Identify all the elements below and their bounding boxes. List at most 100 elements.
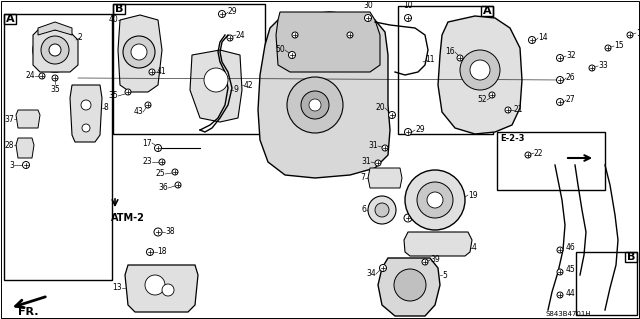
Text: 41: 41	[157, 68, 166, 77]
Text: 36: 36	[158, 183, 168, 192]
Text: 40: 40	[108, 16, 118, 25]
Circle shape	[605, 45, 611, 51]
Circle shape	[589, 65, 595, 71]
Circle shape	[154, 228, 162, 236]
Circle shape	[404, 14, 412, 21]
Circle shape	[388, 112, 396, 118]
Circle shape	[81, 100, 91, 110]
Circle shape	[417, 182, 453, 218]
Circle shape	[557, 99, 563, 106]
Text: 31: 31	[362, 158, 371, 167]
Bar	[4, 14, 16, 24]
Polygon shape	[33, 28, 78, 72]
Circle shape	[365, 14, 371, 21]
Text: 33: 33	[598, 62, 608, 70]
Text: 35: 35	[50, 85, 60, 94]
Text: FR.: FR.	[18, 307, 38, 317]
Text: 6: 6	[361, 205, 366, 214]
Text: 20: 20	[376, 103, 385, 113]
Circle shape	[375, 203, 389, 217]
Text: 10: 10	[403, 1, 413, 10]
Text: 43: 43	[133, 108, 143, 116]
Bar	[481, 6, 493, 16]
Circle shape	[557, 77, 563, 84]
Circle shape	[404, 214, 412, 222]
Circle shape	[382, 145, 388, 151]
Text: 29: 29	[228, 8, 237, 17]
Text: 34: 34	[366, 270, 376, 278]
Circle shape	[470, 60, 490, 80]
Text: 17: 17	[142, 138, 152, 147]
Circle shape	[154, 145, 161, 152]
Circle shape	[41, 36, 69, 64]
Circle shape	[49, 44, 61, 56]
Polygon shape	[378, 258, 440, 316]
Circle shape	[505, 107, 511, 113]
Circle shape	[52, 75, 58, 81]
Circle shape	[145, 102, 151, 108]
Circle shape	[175, 182, 181, 188]
Circle shape	[529, 36, 536, 43]
Circle shape	[287, 77, 343, 133]
Circle shape	[39, 73, 45, 79]
Text: 2: 2	[78, 33, 83, 42]
Text: 39: 39	[430, 256, 440, 264]
Text: 13: 13	[113, 284, 122, 293]
Polygon shape	[38, 22, 72, 35]
Bar	[113, 4, 265, 134]
Polygon shape	[258, 12, 390, 178]
Text: A: A	[6, 14, 14, 24]
Circle shape	[149, 69, 155, 75]
Polygon shape	[438, 16, 522, 134]
Text: ATM-2: ATM-2	[111, 213, 145, 223]
Text: 37: 37	[4, 115, 14, 123]
Circle shape	[460, 50, 500, 90]
Circle shape	[309, 99, 321, 111]
Circle shape	[301, 91, 329, 119]
Circle shape	[557, 55, 563, 62]
Text: 23: 23	[142, 158, 152, 167]
Polygon shape	[368, 168, 402, 188]
Text: 22: 22	[534, 149, 543, 158]
Text: 52: 52	[477, 95, 487, 105]
Bar	[4, 14, 112, 280]
Circle shape	[125, 89, 131, 95]
Text: 7: 7	[360, 174, 365, 182]
Text: 14: 14	[538, 33, 548, 42]
Text: 24: 24	[236, 31, 246, 40]
Text: 8: 8	[103, 103, 108, 113]
Bar	[625, 252, 637, 262]
Text: B: B	[627, 252, 635, 262]
Circle shape	[204, 68, 228, 92]
Text: 50: 50	[275, 46, 285, 55]
Circle shape	[227, 35, 233, 41]
Circle shape	[557, 269, 563, 275]
Circle shape	[162, 284, 174, 296]
Circle shape	[489, 92, 495, 98]
Text: 4: 4	[472, 243, 477, 253]
Circle shape	[422, 259, 428, 265]
Text: 26: 26	[566, 73, 575, 83]
Text: S843B4701H: S843B4701H	[545, 311, 591, 317]
Circle shape	[427, 192, 443, 208]
Text: 42: 42	[244, 80, 253, 90]
Text: 12: 12	[415, 213, 424, 222]
Polygon shape	[70, 85, 102, 142]
Text: 11: 11	[425, 56, 435, 64]
Circle shape	[145, 275, 165, 295]
Polygon shape	[118, 15, 162, 92]
Text: 18: 18	[157, 248, 166, 256]
Bar	[576, 252, 637, 315]
Circle shape	[368, 196, 396, 224]
Text: 19: 19	[468, 190, 477, 199]
Circle shape	[394, 269, 426, 301]
Polygon shape	[190, 50, 242, 122]
Circle shape	[404, 129, 412, 136]
Circle shape	[380, 264, 387, 271]
Polygon shape	[16, 110, 40, 128]
Polygon shape	[404, 232, 472, 256]
Circle shape	[22, 161, 29, 168]
Circle shape	[375, 160, 381, 166]
Circle shape	[159, 159, 165, 165]
Text: 24: 24	[26, 71, 35, 80]
